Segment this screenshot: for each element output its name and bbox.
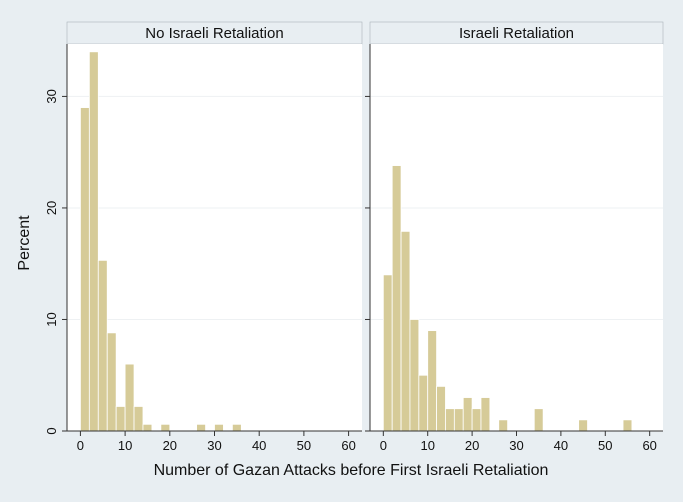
histogram-bar bbox=[480, 397, 491, 432]
histogram-bar bbox=[391, 165, 402, 432]
x-tick-label: 20 bbox=[465, 438, 479, 453]
panel-title: No Israeli Retaliation bbox=[145, 25, 283, 42]
histogram-bar bbox=[462, 397, 473, 432]
x-tick-label: 0 bbox=[380, 438, 387, 453]
histogram-bar bbox=[97, 259, 108, 432]
histogram-bar bbox=[196, 423, 206, 432]
x-tick-label: 30 bbox=[207, 438, 221, 453]
panel-1: No Israeli Retaliation 0 10 20 30 40 50 60 0 10 20… bbox=[44, 21, 363, 453]
histogram-bar bbox=[471, 408, 482, 432]
histogram-bar bbox=[115, 406, 126, 432]
histogram-bar bbox=[427, 330, 437, 432]
histogram-bar bbox=[622, 419, 633, 432]
histogram-bar bbox=[453, 408, 464, 432]
histogram-bar bbox=[445, 408, 455, 432]
y-axis-label: Percent bbox=[16, 215, 33, 271]
x-tick-label: 60 bbox=[642, 438, 656, 453]
panel-title: Israeli Retaliation bbox=[459, 25, 574, 42]
histogram-bar bbox=[578, 419, 588, 432]
x-tick-label: 60 bbox=[341, 438, 355, 453]
x-tick-label: 30 bbox=[509, 438, 523, 453]
x-tick-label: 40 bbox=[554, 438, 568, 453]
y-tick-label: 20 bbox=[44, 201, 59, 215]
histogram-bar bbox=[106, 332, 117, 432]
x-tick-label: 40 bbox=[252, 438, 266, 453]
histogram-bar bbox=[436, 385, 446, 432]
panels: No Israeli Retaliation 0 10 20 30 40 50 60 0 10 20… bbox=[44, 21, 664, 453]
histogram-bar bbox=[214, 423, 224, 432]
histogram-bar bbox=[382, 274, 393, 432]
y-tick-label: 10 bbox=[44, 312, 59, 326]
histogram-bar bbox=[124, 363, 135, 432]
x-tick-label: 10 bbox=[420, 438, 434, 453]
y-tick-label: 30 bbox=[44, 89, 59, 103]
x-tick-label: 50 bbox=[297, 438, 311, 453]
x-tick-label: 50 bbox=[598, 438, 612, 453]
histogram-bar bbox=[409, 319, 420, 432]
histogram-bar bbox=[418, 374, 429, 432]
histogram-bar bbox=[80, 107, 90, 432]
histogram-bar bbox=[88, 51, 99, 432]
histogram-bar bbox=[498, 419, 509, 432]
histogram-bar bbox=[160, 423, 171, 432]
y-tick-label: 0 bbox=[44, 427, 59, 434]
x-tick-label: 0 bbox=[77, 438, 84, 453]
histogram-bar bbox=[231, 423, 242, 432]
histogram-bar bbox=[533, 408, 544, 432]
histogram-bar bbox=[142, 423, 153, 432]
x-tick-label: 10 bbox=[118, 438, 132, 453]
panel-2: Israeli Retaliation 0 10 20 30 40 50 60 bbox=[365, 21, 664, 453]
histogram-bar bbox=[133, 406, 144, 432]
histogram-bar bbox=[400, 230, 411, 432]
x-tick-label: 20 bbox=[163, 438, 177, 453]
x-axis-label: Number of Gazan Attacks before First Isr… bbox=[154, 462, 549, 479]
